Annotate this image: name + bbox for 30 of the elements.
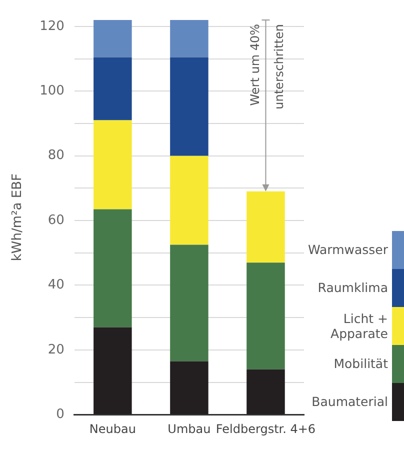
y-tick-label: 40 [48,278,64,293]
y-tick-label: 0 [56,406,64,422]
bar [246,262,285,370]
bar [170,244,208,362]
text: Mobilität [334,356,388,372]
text: Baumaterial [312,394,388,410]
text: Raumklima [318,280,388,296]
bar [170,361,208,414]
annotation: Wert um 40% unterschritten [248,24,286,110]
bar [94,57,132,120]
y-axis-title: kWh/m²a EBF [10,174,26,262]
y-tick-label: 60 [48,212,64,228]
bar [246,369,285,414]
text: Licht + Apparate [330,310,388,341]
bar [94,120,132,210]
x-tick-label: Neubau [89,422,136,436]
bar [246,191,285,263]
x-tick-label: Feldbergstr. 4+6 [216,422,316,436]
y-tick-label: 120 [40,18,64,34]
y-tick-label: 80 [48,148,64,164]
text: Warmwasser [308,242,388,258]
y-tick-label: 20 [48,342,64,358]
bar [94,209,132,328]
bar [94,20,132,58]
y-tick-label: 100 [40,84,64,99]
bar [170,20,208,58]
bar [94,327,132,414]
bar [170,156,208,245]
bar [170,57,208,156]
x-tick-label: Umbau [168,422,211,436]
